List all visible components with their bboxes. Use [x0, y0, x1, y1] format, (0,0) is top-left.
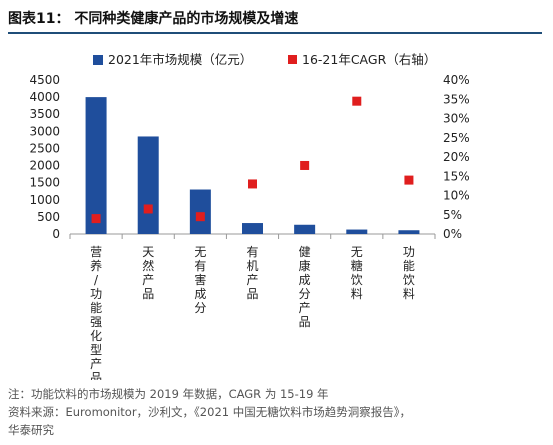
left-tick-label: 1500 — [29, 176, 60, 190]
cagr-marker — [91, 214, 101, 224]
cagr-marker — [404, 175, 414, 185]
category-label: 健康成分产品 — [299, 245, 311, 329]
category-label: 营养/功能强化型产品 — [90, 245, 102, 380]
right-tick-label: 10% — [443, 189, 470, 203]
cagr-marker — [352, 96, 362, 106]
legend-marker-swatch — [288, 55, 297, 64]
right-tick-label: 30% — [443, 112, 470, 126]
bar — [398, 230, 420, 234]
bar — [242, 223, 263, 234]
bar — [85, 97, 107, 234]
left-axis: 0 500 1000 1500 2000 2500 3000 3500 4000 4500 — [29, 73, 60, 241]
category-label: 无有害成分 — [194, 245, 206, 315]
category-label: 有机产品 — [246, 245, 258, 301]
cagr-marker — [143, 204, 153, 214]
bar — [137, 136, 159, 234]
right-tick-label: 0% — [443, 227, 462, 241]
legend-bar-swatch — [93, 55, 103, 65]
right-tick-label: 20% — [443, 150, 470, 164]
category-labels: 营养/功能强化型产品 天然产品 无有害成分 有机产品 健康成分产品 无糖饮料 功能饮料 — [90, 245, 415, 380]
left-tick-label: 2500 — [29, 141, 60, 155]
footnote-source-cont: 华泰研究 — [8, 423, 54, 437]
left-tick-label: 3500 — [29, 107, 60, 121]
right-tick-label: 40% — [443, 73, 470, 87]
right-tick-label: 35% — [443, 92, 470, 106]
legend: 2021年市场规模（亿元） 16-21年CAGR（右轴） — [93, 52, 436, 67]
category-label: 无糖饮料 — [351, 245, 363, 301]
left-tick-label: 0 — [52, 227, 60, 241]
cagr-marker — [300, 160, 310, 170]
right-tick-label: 25% — [443, 131, 470, 145]
cagr-marker — [195, 212, 205, 222]
right-axis: 0% 5% 10% 15% 20% 25% 30% 35% 40% — [443, 73, 470, 241]
bar — [189, 189, 211, 234]
category-label: 天然产品 — [142, 245, 154, 301]
bar-series — [69, 97, 436, 239]
figure-title: 图表11： 不同种类健康产品的市场规模及增速 — [8, 11, 299, 27]
left-tick-label: 500 — [37, 210, 60, 224]
bar — [294, 224, 316, 234]
legend-marker-label: 16-21年CAGR（右轴） — [302, 52, 436, 67]
chart: 0 500 1000 1500 2000 2500 3000 3500 4000 4500 0% 5… — [29, 52, 470, 380]
footnotes: 注：功能饮料的市场规模为 2019 年数据，CAGR 为 15-19 年 资料来… — [8, 385, 548, 439]
left-tick-label: 2000 — [29, 159, 60, 173]
bar — [346, 229, 368, 234]
left-tick-label: 3000 — [29, 124, 60, 138]
title-rule — [8, 32, 542, 34]
left-tick-label: 4500 — [29, 73, 60, 87]
right-tick-label: 5% — [443, 208, 462, 222]
footnote-source: 资料来源：Euromonitor，沙利文，《2021 中国无糖饮料市场趋势洞察报… — [8, 405, 411, 419]
left-tick-label: 4000 — [29, 90, 60, 104]
cagr-series — [91, 96, 414, 224]
left-tick-label: 1000 — [29, 193, 60, 207]
legend-bar-label: 2021年市场规模（亿元） — [108, 52, 252, 67]
cagr-marker — [248, 179, 257, 189]
footnote-note: 注：功能饮料的市场规模为 2019 年数据，CAGR 为 15-19 年 — [8, 387, 329, 401]
category-label: 功能饮料 — [403, 245, 415, 301]
right-tick-label: 15% — [443, 169, 470, 183]
